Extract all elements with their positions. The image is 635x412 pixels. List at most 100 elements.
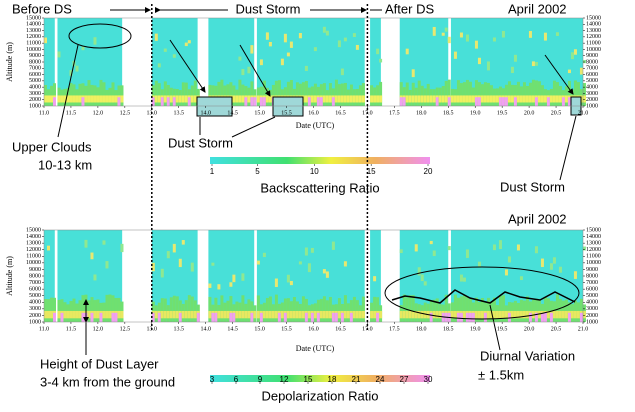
heatmap-fill: [102, 82, 106, 106]
heatmap-fill: [528, 31, 532, 38]
heatmap-fill: [298, 33, 302, 39]
heatmap-fill: [289, 80, 293, 106]
heatmap-fill: [531, 79, 535, 106]
heatmap-fill: [564, 299, 568, 322]
y-tick-label: 4000: [586, 300, 598, 306]
heatmap-fill: [340, 68, 344, 76]
heatmap-fill: [573, 271, 577, 279]
heatmap-fill: [310, 95, 314, 103]
heatmap-fill: [178, 95, 182, 103]
heatmap-fill: [44, 95, 47, 103]
colorbar-tick-label: 12: [280, 375, 289, 384]
heatmap-fill: [441, 32, 445, 36]
y-tick-label: 8000: [29, 273, 41, 279]
heatmap-fill: [546, 310, 550, 319]
heatmap-fill: [229, 82, 233, 106]
heatmap-fill: [232, 312, 236, 322]
heatmap-fill: [432, 299, 436, 322]
heatmap-fill: [241, 84, 245, 106]
heatmap-fill: [78, 95, 82, 103]
heatmap-fill: [480, 95, 484, 103]
heatmap-fill: [417, 310, 421, 319]
dust-top-trace: [391, 289, 576, 304]
heatmap-fill: [534, 61, 538, 66]
heatmap-fill: [573, 310, 577, 319]
heatmap-fill: [286, 274, 290, 283]
x-tick-label: 19.0: [470, 326, 481, 332]
y-tick-label: 7000: [29, 66, 41, 72]
x-tick-label: 12.5: [120, 110, 131, 116]
y-tick-label: 8000: [29, 59, 41, 65]
heatmap-fill: [262, 97, 266, 106]
x-tick-label: 14.0: [200, 110, 211, 116]
heatmap-fill: [414, 244, 418, 252]
heatmap-fill: [325, 30, 329, 36]
x-tick-label: 12.5: [120, 326, 131, 332]
heatmap-fill: [93, 37, 97, 45]
heatmap-fill: [573, 80, 577, 106]
x-tick-label: 20.0: [524, 110, 535, 116]
y-tick-label: 3000: [29, 91, 41, 97]
heatmap-fill: [399, 82, 403, 106]
heatmap-fill: [325, 95, 329, 103]
colorbar-tick-label: 20: [424, 167, 433, 176]
heatmap-fill: [81, 46, 85, 51]
heatmap-fill: [157, 95, 161, 103]
heatmap-fill: [66, 95, 70, 103]
heatmap-fill: [579, 67, 583, 75]
y-tick-label: 6000: [29, 72, 41, 78]
heatmap-fill: [277, 80, 281, 106]
heatmap-fill: [417, 267, 421, 276]
heatmap-fill: [399, 97, 403, 106]
heatmap-fill: [450, 95, 454, 103]
heatmap-fill: [301, 310, 305, 319]
y-tick-label: 2000: [586, 313, 598, 319]
heatmap-fill: [447, 97, 451, 106]
heatmap-fill: [151, 312, 155, 322]
heatmap-fill: [190, 95, 194, 103]
colorbar-tick-label: 1: [210, 167, 215, 176]
heatmap-fill: [438, 310, 442, 319]
y-tick-label: 11000: [26, 41, 41, 47]
y-tick-label: 7000: [586, 280, 598, 286]
heatmap-fill: [555, 95, 559, 103]
heatmap-fill: [477, 261, 481, 267]
heatmap-fill: [361, 296, 365, 322]
heatmap-fill: [250, 312, 254, 322]
heatmap-fill: [552, 80, 556, 106]
annotation: 3-4 km from the ground: [40, 374, 175, 389]
heatmap-fill: [163, 95, 167, 103]
annotation: After DS: [385, 1, 434, 16]
panel-title: April 2002: [508, 211, 567, 226]
heatmap-fill: [163, 310, 167, 319]
y-axis-label: Altitude (m): [5, 42, 14, 82]
heatmap-fill: [193, 310, 197, 319]
heatmap-fill: [114, 95, 118, 103]
heatmap-fill: [459, 274, 463, 282]
heatmap-fill: [120, 310, 124, 319]
heatmap-fill: [232, 95, 236, 103]
heatmap-fill: [220, 310, 224, 319]
heatmap-fill: [316, 299, 320, 322]
heatmap-fill: [289, 41, 293, 48]
heatmap-fill: [510, 310, 514, 319]
x-tick-label: 16.5: [335, 326, 346, 332]
heatmap-fill: [373, 310, 377, 319]
x-tick-label: 15.0: [254, 326, 265, 332]
heatmap-fill: [504, 97, 508, 106]
heatmap-fill: [349, 95, 353, 103]
heatmap-fill: [465, 296, 469, 322]
heatmap-fill: [154, 80, 158, 106]
y-tick-label: 11000: [26, 254, 41, 260]
heatmap-fill: [166, 97, 170, 106]
heatmap-fill: [81, 97, 85, 106]
heatmap-fill: [313, 47, 317, 52]
y-tick-label: 12000: [586, 34, 601, 40]
heatmap-fill: [337, 84, 341, 106]
heatmap-fill: [358, 95, 362, 103]
x-tick-label: 21.0: [578, 110, 589, 116]
heatmap-fill: [44, 37, 47, 44]
heatmap-fill: [190, 296, 194, 322]
heatmap-fill: [337, 298, 341, 322]
heatmap-fill: [358, 310, 362, 319]
